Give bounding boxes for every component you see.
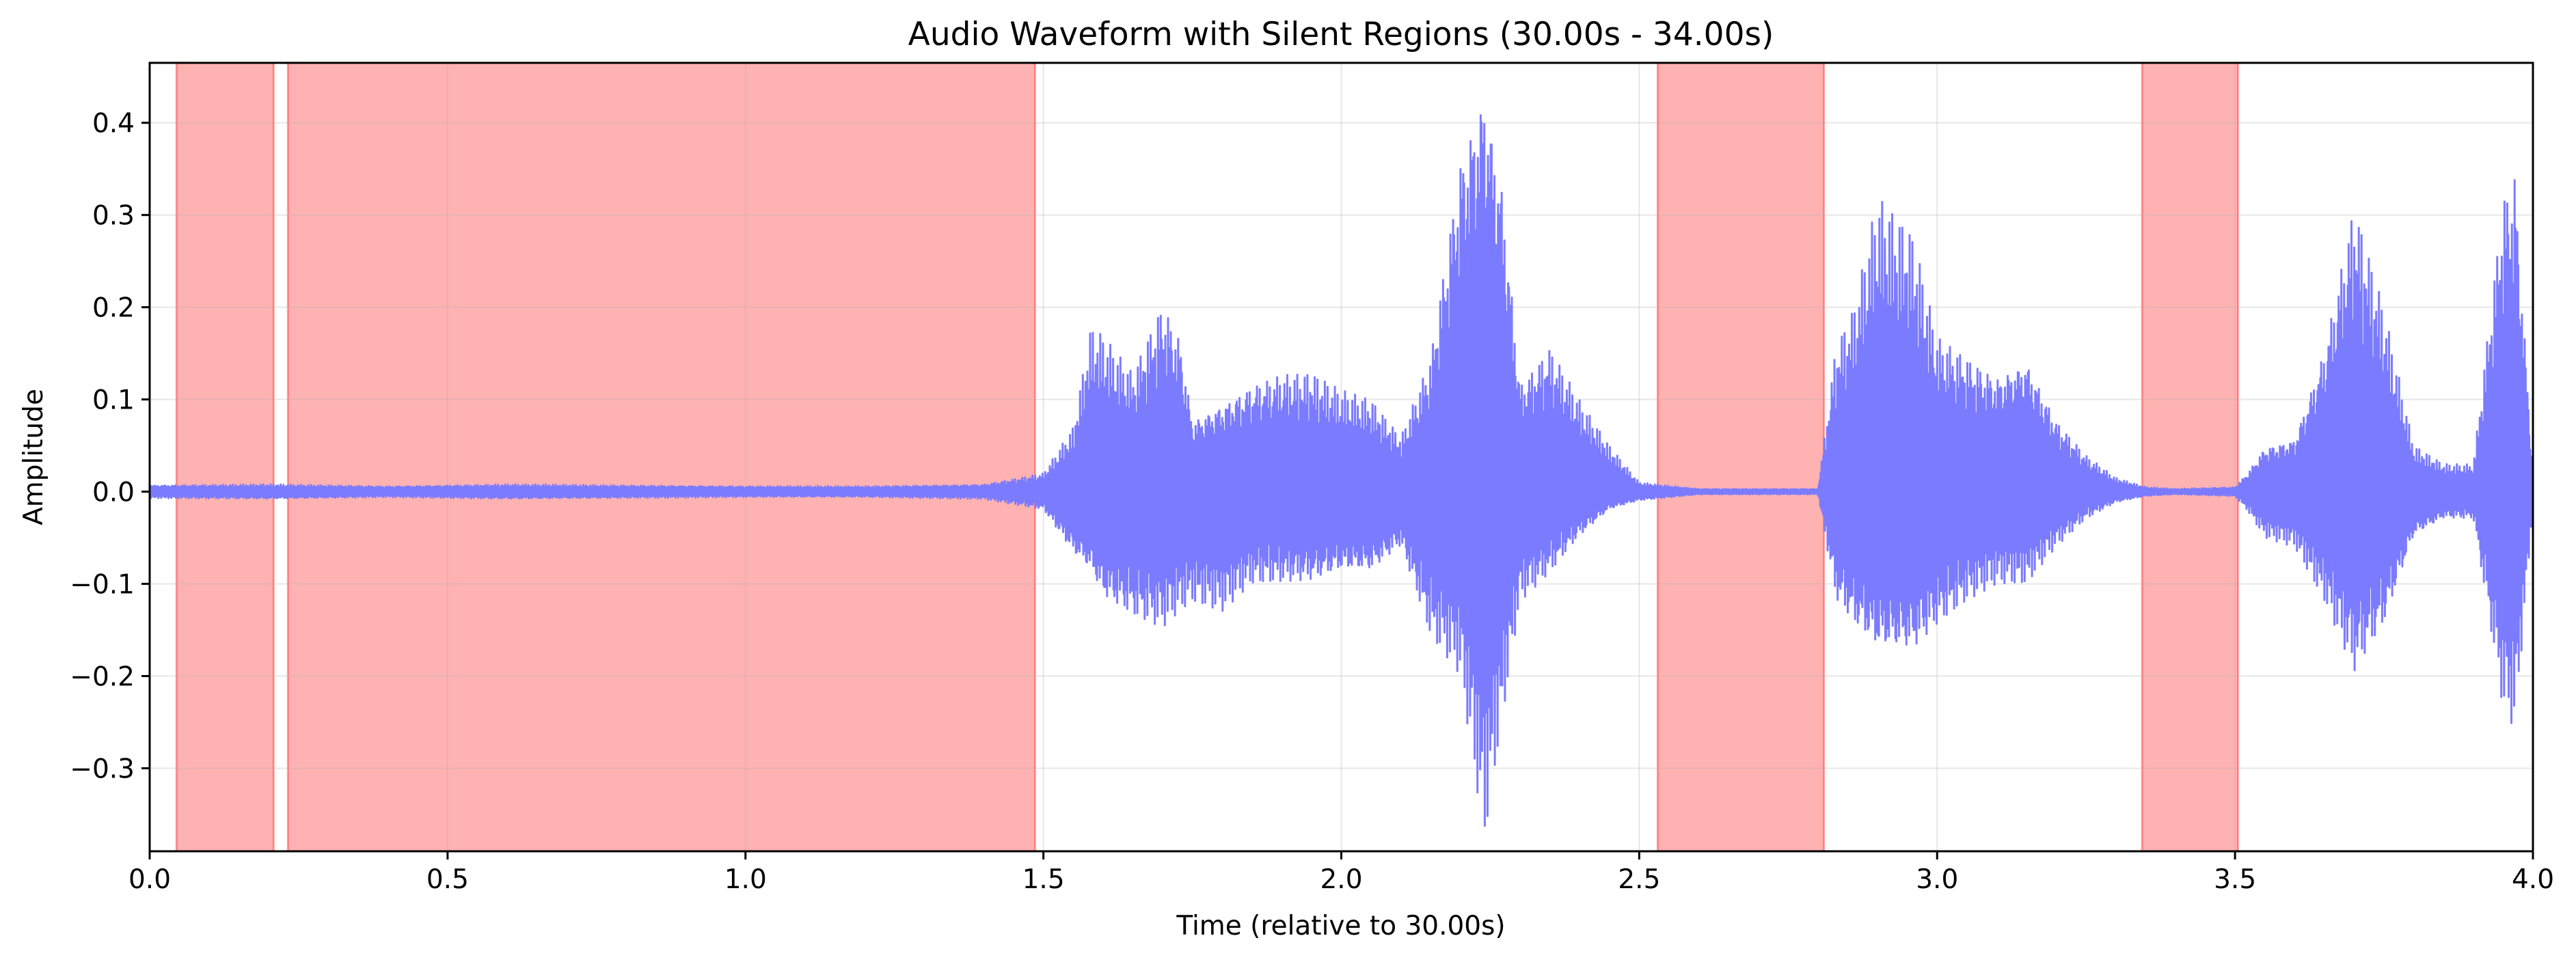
silent-regions: [175, 61, 2239, 853]
x-axis-label: Time (relative to 30.00s): [1176, 911, 1505, 941]
x-tick-label-5: 2.5: [1618, 864, 1660, 895]
x-tick-label-3: 1.5: [1022, 864, 1065, 895]
x-tick-label-4: 2.0: [1320, 864, 1362, 895]
silent-region-2: [1656, 61, 1826, 853]
y-tick-label-3: 0.0: [92, 478, 135, 508]
x-axis-ticks: 0.0 0.5 1.0 1.5 2.0 2.5 3.0 3.5 4.0: [128, 851, 2554, 895]
silent-region-3: [2141, 61, 2239, 853]
chart-title: Audio Waveform with Silent Regions (30.0…: [908, 16, 1774, 53]
x-tick-label-0: 0.0: [128, 864, 171, 895]
y-tick-label-1: −0.2: [70, 662, 135, 693]
y-tick-label-7: 0.4: [92, 109, 135, 139]
x-tick-label-1: 0.5: [426, 864, 469, 895]
y-tick-label-2: −0.1: [70, 570, 135, 601]
y-axis-label: Amplitude: [18, 389, 49, 525]
x-tick-label-8: 4.0: [2512, 864, 2554, 895]
x-tick-label-6: 3.0: [1916, 864, 1958, 895]
y-tick-label-4: 0.1: [92, 385, 135, 416]
y-tick-label-5: 0.2: [92, 293, 135, 324]
silent-region-1: [286, 61, 1036, 853]
y-tick-label-6: 0.3: [92, 201, 135, 232]
waveform: [148, 114, 2534, 827]
y-tick-label-0: −0.3: [70, 754, 135, 785]
x-tick-label-2: 1.0: [724, 864, 767, 895]
silent-region-0: [175, 61, 275, 853]
y-axis-ticks: −0.3 −0.2 −0.1 0.0 0.1 0.2 0.3 0.4: [70, 109, 150, 785]
x-tick-label-7: 3.5: [2214, 864, 2256, 895]
